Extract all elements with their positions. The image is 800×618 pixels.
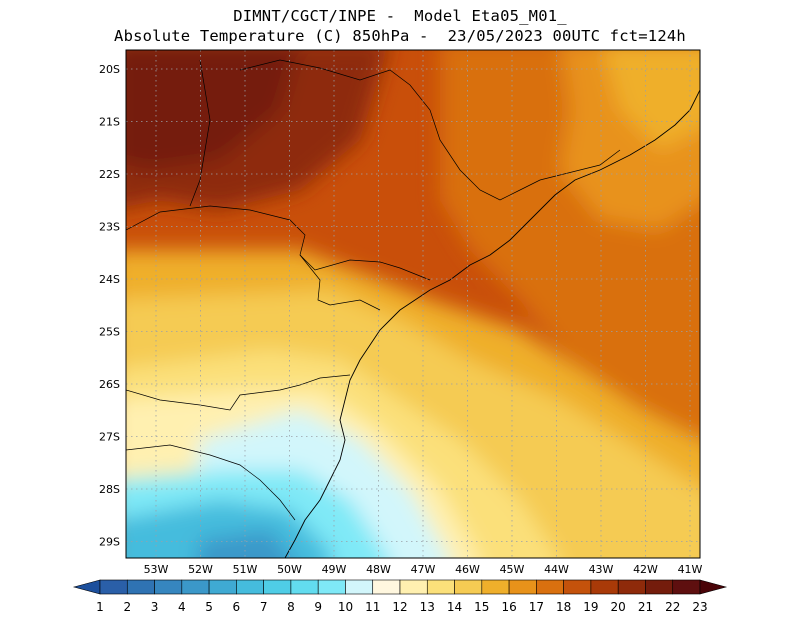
lat-label: 23S — [99, 221, 120, 234]
state-borders — [126, 59, 621, 521]
lat-lon-grid — [126, 50, 700, 558]
lat-label: 27S — [99, 431, 120, 444]
temperature-field — [126, 50, 700, 558]
map-frame — [125, 49, 701, 559]
lon-label: 49W — [322, 563, 347, 576]
lat-label: 22S — [99, 168, 120, 181]
lat-label: 26S — [99, 378, 120, 391]
field-coolest — [198, 530, 291, 558]
coastline — [284, 89, 700, 558]
chart-title-line2: Absolute Temperature (C) 850hPa - 23/05/… — [114, 27, 686, 45]
lon-label: 47W — [411, 563, 436, 576]
lat-label: 29S — [99, 536, 120, 549]
lon-label: 41W — [678, 563, 703, 576]
lon-label: 45W — [500, 563, 525, 576]
lon-label: 53W — [144, 563, 169, 576]
lat-label: 24S — [99, 273, 120, 286]
lat-label: 28S — [99, 483, 120, 496]
lon-label: 52W — [188, 563, 213, 576]
lon-label: 42W — [633, 563, 658, 576]
lon-label: 48W — [366, 563, 391, 576]
lat-label: 20S — [99, 63, 120, 76]
lon-label: 46W — [455, 563, 480, 576]
field-ne-yellow — [602, 50, 700, 150]
latitude-labels: 20S 21S 22S 23S 24S 25S 26S 27S 28S 29S — [99, 63, 120, 549]
lon-label: 50W — [277, 563, 302, 576]
lon-label: 43W — [589, 563, 614, 576]
chart-title-line1: DIMNT/CGCT/INPE - Model Eta05_M01_ — [233, 7, 567, 25]
longitude-labels: 53W 52W 51W 50W 49W 48W 47W 46W 45W 44W 43W 42W 41W — [144, 563, 703, 576]
lon-label: 51W — [233, 563, 258, 576]
field-nw-hottest — [126, 50, 298, 170]
lat-label: 21S — [99, 116, 120, 129]
lat-label: 25S — [99, 326, 120, 339]
lon-label: 44W — [544, 563, 569, 576]
